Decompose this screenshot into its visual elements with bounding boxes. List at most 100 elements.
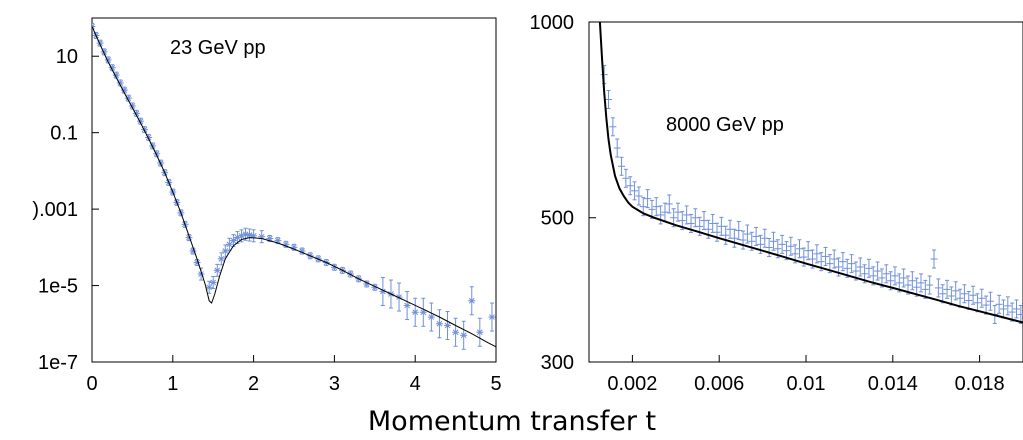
data-point bbox=[921, 279, 929, 299]
data-point bbox=[709, 213, 717, 233]
data-point bbox=[622, 168, 630, 188]
fit-curve bbox=[92, 26, 496, 348]
data-point bbox=[978, 288, 986, 308]
y-tick-label: 10 bbox=[56, 46, 78, 68]
data-point bbox=[444, 311, 452, 341]
data-point bbox=[943, 279, 951, 299]
data-point bbox=[635, 186, 643, 206]
x-tick-label: 4 bbox=[410, 373, 421, 395]
data-point bbox=[778, 234, 786, 254]
data-point bbox=[787, 236, 795, 256]
y-tick-label: 1e-7 bbox=[38, 352, 78, 374]
data-point bbox=[92, 22, 96, 30]
data-point bbox=[644, 189, 652, 209]
data-point bbox=[618, 156, 626, 176]
data-point bbox=[403, 291, 411, 321]
data-point bbox=[926, 275, 934, 295]
data-point bbox=[960, 284, 968, 304]
data-point bbox=[769, 231, 777, 251]
plot-frame bbox=[588, 21, 1023, 363]
data-point bbox=[908, 271, 916, 291]
data-point bbox=[460, 320, 468, 350]
data-point bbox=[282, 240, 290, 248]
panel-8000gev: 300 500 1000 0.002 0.006 0.01 0.014 0.018 8000 G… bbox=[530, 12, 1023, 395]
data-point bbox=[609, 117, 617, 137]
data-point bbox=[419, 297, 427, 327]
x-axis-label: Momentum transfer t bbox=[368, 406, 656, 437]
fit-curve bbox=[598, 22, 1023, 324]
data-point bbox=[427, 302, 435, 332]
data-point bbox=[665, 194, 673, 214]
data-point bbox=[674, 202, 682, 222]
data-point bbox=[468, 286, 476, 316]
data-point bbox=[878, 268, 886, 288]
data-point bbox=[700, 211, 708, 231]
y-tick-label: 1000 bbox=[530, 12, 575, 34]
data-point bbox=[782, 241, 790, 261]
y-tick-label: 1e-5 bbox=[38, 276, 78, 298]
data-point bbox=[969, 285, 977, 305]
data-point bbox=[874, 261, 882, 281]
panel-annotation: 23 GeV pp bbox=[170, 37, 266, 59]
data-point bbox=[246, 228, 254, 242]
x-tick-label: 2 bbox=[248, 373, 259, 395]
y-tick-label: 500 bbox=[541, 208, 574, 230]
data-point bbox=[830, 249, 838, 269]
data-point bbox=[631, 181, 639, 201]
data-point bbox=[822, 246, 830, 266]
data-point bbox=[965, 290, 973, 310]
x-tick-label: 0.006 bbox=[694, 373, 744, 395]
x-tick-label: 0.01 bbox=[787, 373, 826, 395]
data-point bbox=[626, 176, 634, 196]
x-tick-label: 3 bbox=[329, 373, 340, 395]
x-tick-label: 0.014 bbox=[868, 373, 918, 395]
data-point bbox=[225, 237, 233, 251]
data-point bbox=[848, 254, 856, 274]
x-tick-label: 0.002 bbox=[607, 373, 657, 395]
data-point bbox=[476, 317, 484, 347]
data-point bbox=[250, 229, 258, 243]
data-point bbox=[891, 266, 899, 286]
data-point bbox=[956, 288, 964, 308]
y-tick-label: ).001 bbox=[32, 199, 78, 221]
data-point bbox=[411, 297, 419, 327]
x-tick-label: 5 bbox=[490, 373, 501, 395]
data-point bbox=[722, 225, 730, 245]
data-point bbox=[652, 197, 660, 217]
data-point bbox=[452, 317, 460, 347]
data-point bbox=[913, 277, 921, 297]
data-point bbox=[128, 102, 136, 110]
data-point bbox=[1017, 304, 1023, 324]
data-point bbox=[795, 239, 803, 259]
data-point bbox=[730, 228, 738, 248]
y-tick-label: 0.1 bbox=[50, 123, 78, 145]
data-point bbox=[865, 258, 873, 278]
data-point bbox=[258, 230, 266, 244]
y-tick-label: 300 bbox=[541, 352, 574, 374]
data-point bbox=[804, 241, 812, 261]
data-point bbox=[973, 293, 981, 313]
x-tick-label: 1 bbox=[167, 373, 178, 395]
data-point bbox=[856, 257, 864, 277]
data-point bbox=[995, 294, 1003, 314]
data-point bbox=[813, 244, 821, 264]
panel-annotation: 8000 GeV pp bbox=[666, 114, 784, 136]
data-point bbox=[934, 278, 942, 298]
data-point bbox=[605, 90, 613, 110]
plot-area bbox=[598, 22, 1023, 324]
plot-frame bbox=[91, 17, 497, 363]
data-point bbox=[917, 273, 925, 293]
data-point bbox=[488, 302, 496, 332]
data-point bbox=[691, 208, 699, 228]
data-point bbox=[952, 281, 960, 301]
data-point bbox=[986, 291, 994, 311]
data-point bbox=[900, 268, 908, 288]
data-point bbox=[213, 263, 221, 277]
data-point bbox=[1004, 296, 1012, 316]
x-tick-label: 0.018 bbox=[955, 373, 1005, 395]
data-point bbox=[683, 205, 691, 225]
data-point bbox=[233, 231, 241, 245]
data-point bbox=[1012, 299, 1020, 319]
x-tick-label: 0 bbox=[86, 373, 97, 395]
